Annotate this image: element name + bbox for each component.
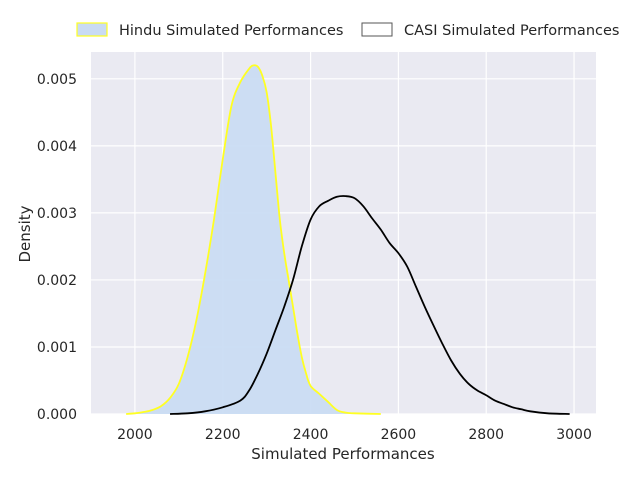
x-tick-label: 2400: [293, 427, 329, 443]
plot-background: [91, 52, 596, 414]
legend-label-hindu: Hindu Simulated Performances: [119, 23, 343, 39]
series-layer: [126, 64, 570, 415]
x-tick-label: 2000: [117, 427, 153, 443]
y-axis-label: Density: [16, 205, 34, 262]
legend-swatch-casi: [361, 22, 393, 37]
x-tick-label: 2600: [381, 427, 417, 443]
y-tick-label: 0.001: [37, 340, 77, 356]
x-axis-label: Simulated Performances: [251, 445, 435, 463]
x-tick-label: 2800: [468, 427, 504, 443]
legend: Hindu Simulated Performances CASI Simula…: [76, 22, 619, 39]
y-tick-label: 0.004: [37, 139, 77, 155]
x-tick-label: 2200: [205, 427, 241, 443]
series-line-0: [126, 64, 381, 415]
y-tick-label: 0.003: [37, 206, 77, 222]
y-tick-label: 0.000: [37, 407, 77, 423]
y-tick-label: 0.002: [37, 273, 77, 289]
y-tick-label: 0.005: [37, 72, 77, 88]
x-tick-label: 3000: [556, 427, 592, 443]
series-line-1: [170, 195, 570, 415]
legend-label-casi: CASI Simulated Performances: [404, 23, 619, 39]
series-area-0: [126, 65, 381, 414]
legend-swatch-hindu: [76, 22, 108, 37]
tick-labels: 2000 2200 2400 2600 2800 3000 0.000 0.001 0.002 0…: [37, 72, 592, 443]
